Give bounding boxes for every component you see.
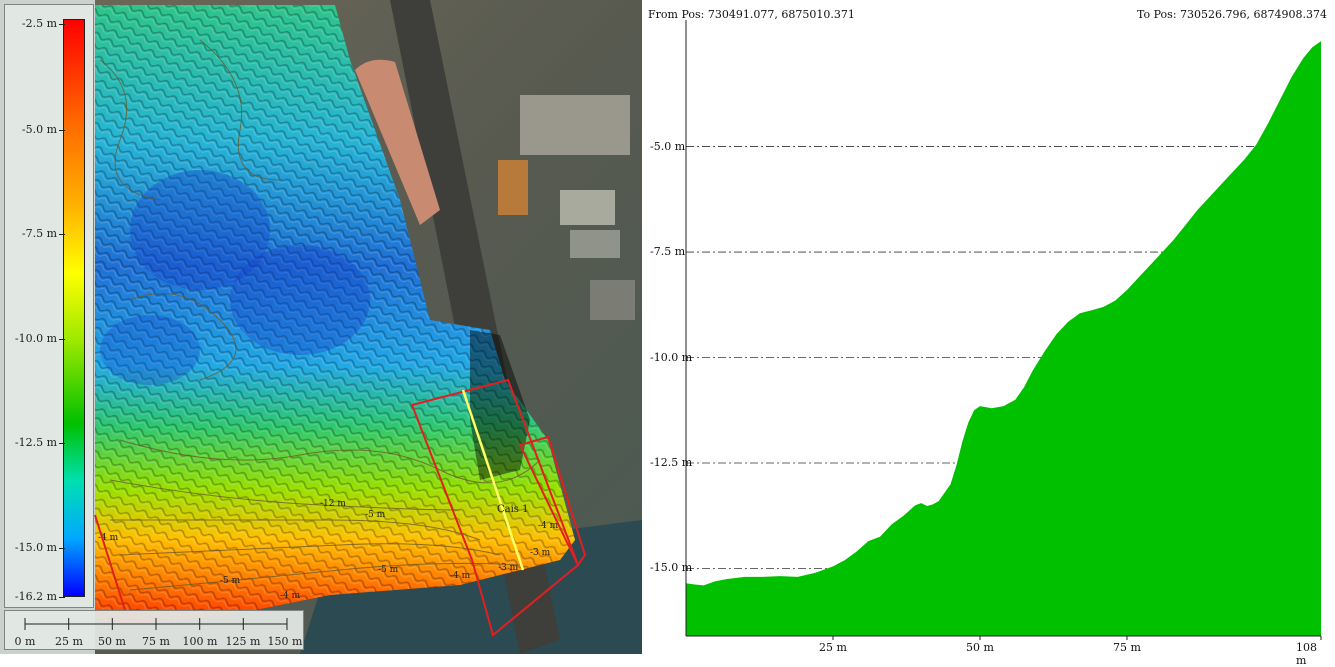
scale-label: 0 m <box>14 635 36 648</box>
depth-color-legend: -2.5 m -5.0 m -7.5 m -10.0 m -12.5 m -15… <box>4 4 94 608</box>
legend-label: -7.5 m <box>21 227 66 240</box>
contour-label: -3 m <box>530 548 551 558</box>
map-view[interactable]: -12 m -5 m -5 m -4 m -5 m -4 m -4 m -3 m… <box>0 0 642 654</box>
scale-label: 75 m <box>142 635 170 648</box>
legend-label: -16.2 m <box>14 590 66 603</box>
hillshade-texture <box>95 5 575 625</box>
scale-label: 125 m <box>225 635 261 648</box>
quay-slope-shadow <box>470 330 530 480</box>
zone-polygon-cais[interactable] <box>410 378 580 637</box>
scale-label: 150 m <box>267 635 303 648</box>
legend-label: -15.0 m <box>14 541 66 554</box>
zone-polygon-left[interactable] <box>94 514 126 611</box>
contour-lines <box>99 39 541 591</box>
y-tick-label: -10.0 m <box>650 350 693 364</box>
profile-line[interactable] <box>461 389 525 571</box>
contour-label: -4 m <box>450 571 471 581</box>
deep-patch-1 <box>130 170 270 290</box>
contour-label: -12 m <box>320 499 346 509</box>
profile-chart[interactable] <box>642 0 1335 654</box>
contour-label: -3 m <box>498 563 519 573</box>
scale-bar-ticks <box>24 618 288 630</box>
building-3 <box>570 230 620 258</box>
zone-label-cais: Cais 1 <box>497 504 528 515</box>
profile-from-position: From Pos: 730491.077, 6875010.371 <box>648 8 855 21</box>
y-tick-label: -5.0 m <box>650 139 686 153</box>
legend-label: -10.0 m <box>14 332 66 345</box>
deep-patch-3 <box>100 315 200 385</box>
building-4 <box>590 280 635 320</box>
legend-label: -12.5 m <box>14 436 66 449</box>
depth-profile-panel[interactable]: From Pos: 730491.077, 6875010.371 To Pos… <box>642 0 1335 667</box>
scale-label: 100 m <box>182 635 218 648</box>
contour-label: -4 m <box>280 591 301 601</box>
x-tick-label: 108 m <box>1296 641 1317 667</box>
contour-label: -5 m <box>378 565 399 575</box>
scale-label: 25 m <box>55 635 83 648</box>
building-2 <box>560 190 615 225</box>
contour-label: -5 m <box>220 576 241 586</box>
y-tick-label: -15.0 m <box>650 561 693 575</box>
map-scale-bar: 0 m 25 m 50 m 75 m 100 m 125 m 150 m <box>4 610 304 650</box>
chart-axes <box>685 20 1322 640</box>
legend-label: -2.5 m <box>21 17 66 30</box>
deep-patch-2 <box>230 245 370 355</box>
ship-hull <box>355 59 440 225</box>
y-tick-label: -12.5 m <box>650 456 693 469</box>
color-ramp <box>63 19 85 597</box>
contour-label: -5 m <box>365 510 386 520</box>
y-tick-label: -7.5 m <box>650 245 686 259</box>
zone-polygon-secondary[interactable] <box>518 435 587 567</box>
contour-label: -4 m <box>98 533 119 543</box>
contour-label: -4 m <box>538 521 559 531</box>
building-1 <box>520 95 630 155</box>
cargo-area <box>498 160 528 215</box>
profile-to-position: To Pos: 730526.796, 6874908.374 <box>1137 8 1327 21</box>
x-tick-label: 50 m <box>966 641 994 654</box>
x-tick-label: 25 m <box>819 641 847 654</box>
legend-label: -5.0 m <box>21 123 66 136</box>
scale-label: 50 m <box>98 635 126 648</box>
x-tick-label: 75 m <box>1113 641 1141 654</box>
bathymetry-map[interactable]: -12 m -5 m -5 m -4 m -5 m -4 m -4 m -3 m… <box>0 0 642 654</box>
profile-area-series <box>686 41 1321 637</box>
